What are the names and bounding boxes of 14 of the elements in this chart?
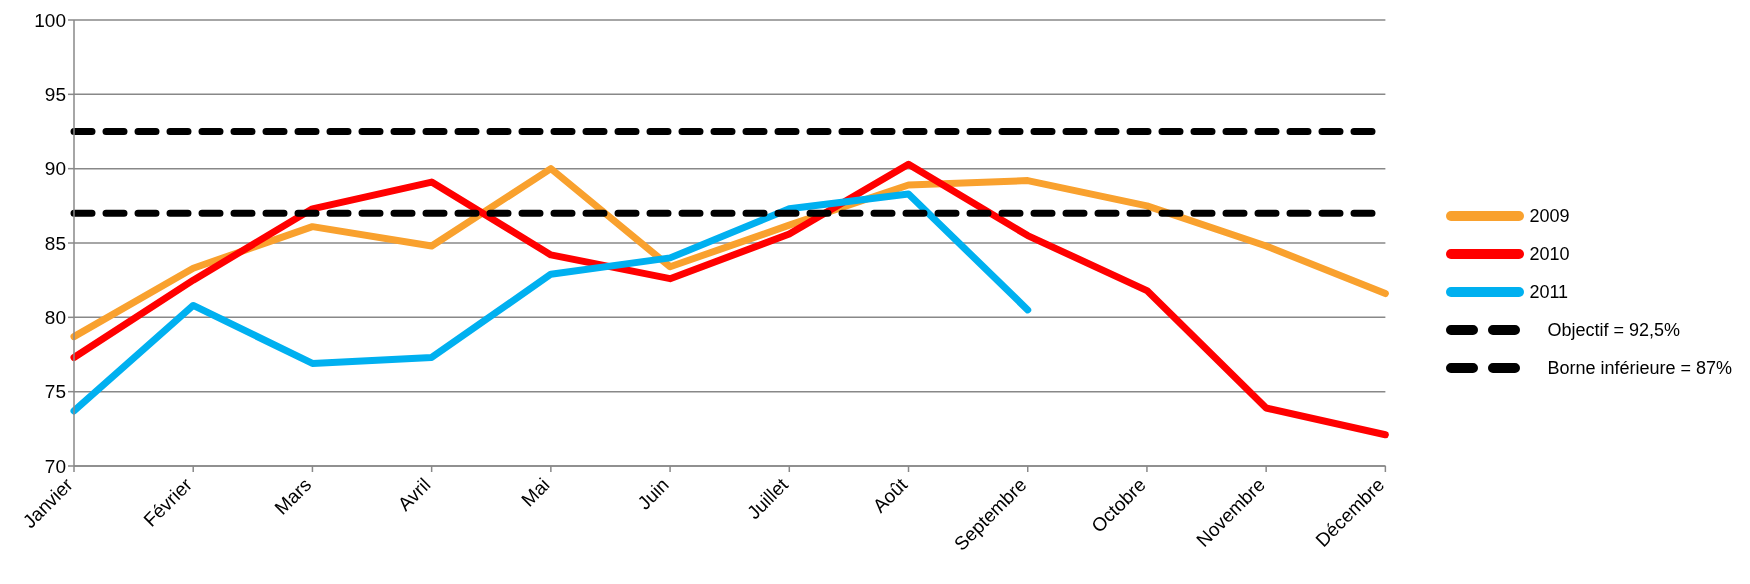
legend-label: 2009 bbox=[1529, 205, 1570, 227]
y-tick-label: 70 bbox=[44, 455, 66, 477]
legend-label: Borne inférieure = 87% bbox=[1547, 357, 1732, 379]
legend-label: Objectif = 92,5% bbox=[1547, 319, 1680, 341]
y-tick-label: 95 bbox=[44, 84, 66, 106]
y-tick-label: 100 bbox=[34, 9, 66, 31]
y-tick-label: 80 bbox=[44, 307, 66, 329]
y-tick-label: 90 bbox=[44, 158, 66, 180]
x-tick-label: Juin bbox=[633, 473, 673, 514]
legend-label: 2011 bbox=[1529, 281, 1569, 303]
x-tick-label: Mai bbox=[517, 473, 554, 511]
legend-label: 2010 bbox=[1529, 243, 1570, 265]
y-tick-label: 85 bbox=[44, 232, 66, 254]
y-tick-label: 75 bbox=[44, 381, 66, 403]
